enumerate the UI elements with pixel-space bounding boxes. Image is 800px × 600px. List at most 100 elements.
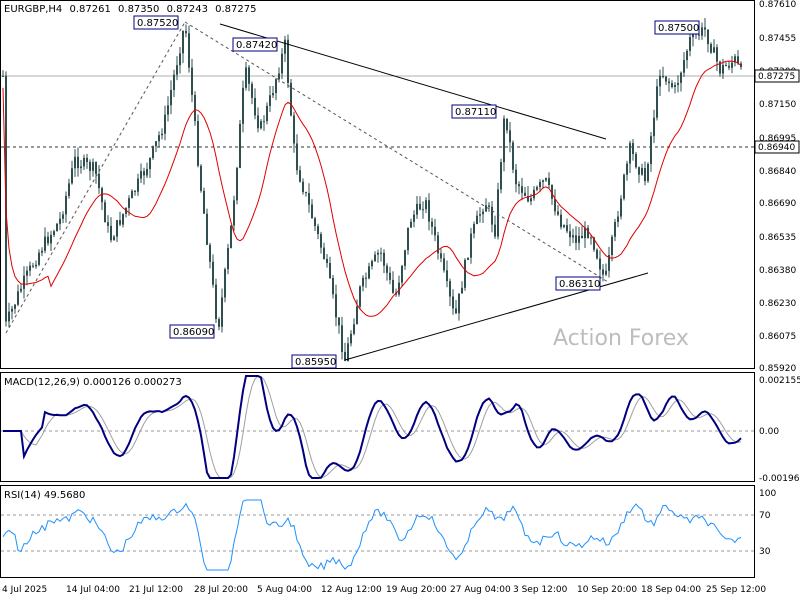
candle-body	[686, 50, 688, 61]
candle-body	[188, 33, 190, 68]
macd-panel	[0, 372, 755, 482]
candle-body	[113, 236, 115, 241]
candle-body	[479, 214, 481, 216]
time-tick: 10 Sep 20:00	[577, 585, 637, 595]
candle-body	[458, 293, 460, 314]
candle-body	[20, 288, 22, 292]
candle-body	[413, 214, 415, 222]
candle-body	[680, 72, 682, 83]
candle-body	[704, 27, 706, 30]
candle-body	[392, 279, 394, 293]
candle-body	[230, 225, 232, 248]
price-tick: 0.86380	[759, 266, 796, 276]
candle-body	[44, 236, 46, 251]
symbol: EURGBP,H4	[4, 4, 62, 15]
candle-body	[173, 74, 175, 91]
candle-body	[32, 265, 34, 267]
candle-body	[416, 203, 418, 215]
candle-body	[584, 227, 586, 239]
candle-body	[95, 162, 97, 174]
candle-body	[287, 39, 289, 83]
svg-text:0.87500: 0.87500	[658, 23, 699, 34]
candle-body	[29, 265, 31, 271]
candle-body	[17, 291, 19, 305]
candle-body	[491, 206, 493, 225]
macd-tick: -0.001965	[759, 474, 800, 484]
candle-body	[464, 259, 466, 288]
candle-body	[485, 205, 487, 212]
time-tick: 21 Jul 12:00	[129, 585, 183, 595]
ohlc-high: 0.87350	[118, 4, 159, 15]
candle-body	[473, 224, 475, 234]
candle-body	[290, 82, 292, 116]
candle-body	[461, 287, 463, 294]
candle-body	[419, 203, 421, 210]
candle-body	[164, 114, 166, 134]
candle-body	[2, 75, 4, 77]
candle-body	[344, 351, 346, 361]
candle-body	[236, 167, 238, 201]
candle-body	[650, 136, 652, 164]
candle-body	[335, 294, 337, 318]
price-tick: 0.85920	[759, 364, 796, 374]
candle-body	[371, 261, 373, 267]
candle-body	[83, 157, 85, 167]
candle-body	[623, 174, 625, 199]
candle-body	[425, 200, 427, 210]
candle-body	[500, 162, 502, 190]
candle-body	[122, 213, 124, 225]
macd-label: MACD(12,26,9) 0.000126 0.000273	[4, 377, 182, 388]
candle-body	[35, 264, 37, 267]
candle-body	[194, 94, 196, 122]
candle-body	[515, 169, 517, 185]
candle-body	[707, 29, 709, 45]
candle-body	[149, 158, 151, 170]
candle-body	[578, 235, 580, 243]
candle-body	[719, 61, 721, 74]
candle-body	[134, 190, 136, 192]
candle-body	[422, 209, 424, 211]
candle-body	[128, 198, 130, 208]
candle-body	[140, 171, 142, 179]
candle-body	[137, 178, 139, 192]
candle-body	[251, 83, 253, 98]
candle-body	[572, 235, 574, 238]
candle-body	[161, 133, 163, 136]
candle-body	[575, 235, 577, 243]
rsi-panel	[0, 485, 755, 578]
candle-body	[77, 156, 79, 169]
candle-body	[314, 218, 316, 227]
candle-body	[608, 255, 610, 271]
candle-body	[365, 277, 367, 279]
candle-body	[437, 235, 439, 254]
candle-body	[281, 53, 283, 74]
candle-body	[527, 195, 529, 202]
candle-body	[224, 269, 226, 298]
candle-body	[257, 115, 259, 129]
candle-body	[8, 311, 10, 322]
candle-body	[152, 146, 154, 159]
candle-body	[332, 278, 334, 295]
candle-body	[443, 258, 445, 271]
candle-body	[659, 76, 661, 87]
annotation-0.87420: 0.87420	[232, 37, 278, 52]
candle-body	[602, 269, 604, 275]
candle-body	[209, 244, 211, 262]
candle-body	[620, 198, 622, 217]
candle-body	[380, 252, 382, 254]
candle-body	[203, 190, 205, 214]
ohlc-low: 0.87243	[167, 4, 208, 15]
candle-body	[176, 65, 178, 75]
candle-body	[11, 308, 13, 312]
candle-body	[218, 319, 220, 327]
svg-text:0.85950: 0.85950	[295, 357, 336, 368]
price-tick: 0.87455	[759, 34, 796, 44]
candle-body	[323, 247, 325, 259]
candle-body	[233, 200, 235, 226]
candle-body	[38, 252, 40, 265]
candle-body	[68, 183, 70, 196]
candle-body	[671, 83, 673, 87]
candle-body	[710, 44, 712, 53]
candle-body	[518, 184, 520, 187]
candle-body	[71, 168, 73, 184]
